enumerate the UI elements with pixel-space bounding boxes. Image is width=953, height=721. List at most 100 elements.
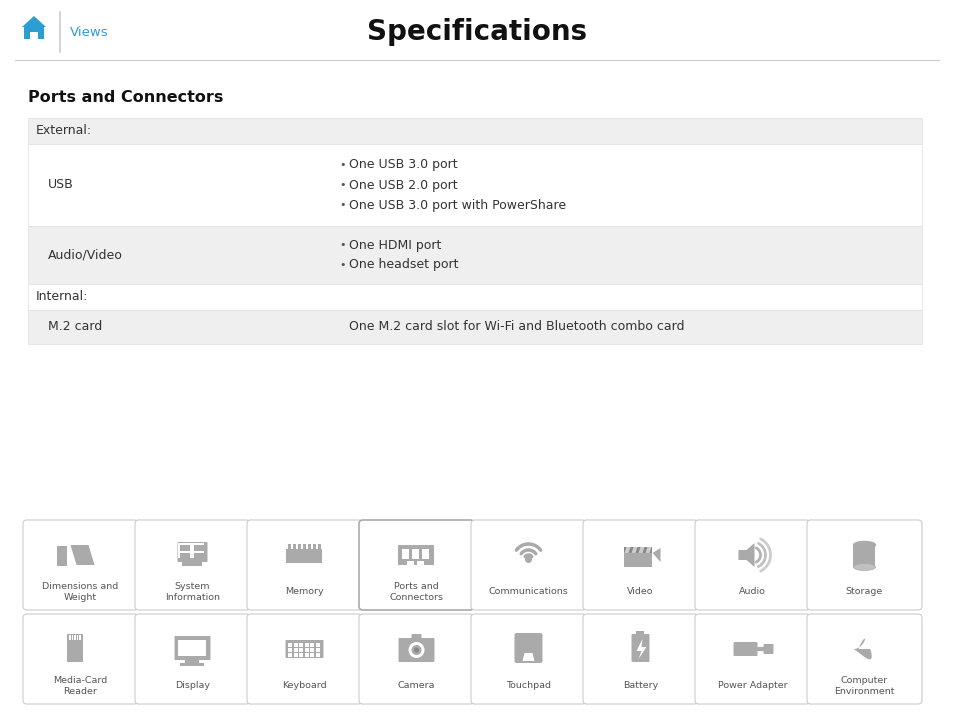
- FancyBboxPatch shape: [582, 614, 698, 704]
- FancyBboxPatch shape: [514, 633, 542, 663]
- Text: Views: Views: [70, 25, 109, 38]
- FancyBboxPatch shape: [30, 32, 38, 39]
- FancyBboxPatch shape: [288, 648, 293, 652]
- Circle shape: [408, 642, 424, 658]
- FancyBboxPatch shape: [286, 549, 322, 563]
- FancyBboxPatch shape: [294, 544, 296, 549]
- Text: Battery: Battery: [622, 681, 658, 691]
- FancyBboxPatch shape: [71, 635, 73, 640]
- Text: One HDMI port: One HDMI port: [349, 239, 441, 252]
- Polygon shape: [631, 547, 637, 553]
- Text: •: •: [338, 200, 345, 211]
- Text: Audio/Video: Audio/Video: [48, 249, 123, 262]
- Text: Touchpad: Touchpad: [505, 681, 551, 691]
- FancyBboxPatch shape: [180, 663, 204, 666]
- Text: External:: External:: [36, 125, 92, 138]
- FancyBboxPatch shape: [310, 643, 314, 647]
- FancyBboxPatch shape: [24, 25, 44, 39]
- Polygon shape: [624, 547, 630, 553]
- FancyBboxPatch shape: [294, 653, 297, 657]
- Text: Camera: Camera: [397, 681, 435, 691]
- FancyBboxPatch shape: [417, 561, 424, 566]
- FancyBboxPatch shape: [23, 614, 138, 704]
- Text: Power Adapter: Power Adapter: [717, 681, 786, 691]
- FancyBboxPatch shape: [28, 144, 921, 226]
- FancyBboxPatch shape: [28, 118, 921, 144]
- FancyBboxPatch shape: [28, 284, 921, 310]
- FancyBboxPatch shape: [806, 614, 921, 704]
- FancyBboxPatch shape: [636, 631, 644, 636]
- FancyBboxPatch shape: [178, 640, 206, 656]
- Ellipse shape: [853, 564, 875, 570]
- FancyBboxPatch shape: [194, 553, 204, 559]
- Polygon shape: [652, 548, 659, 562]
- FancyBboxPatch shape: [695, 614, 809, 704]
- Text: Internal:: Internal:: [36, 291, 89, 304]
- FancyBboxPatch shape: [174, 636, 211, 660]
- FancyBboxPatch shape: [135, 520, 250, 610]
- FancyBboxPatch shape: [624, 547, 652, 567]
- Text: Storage: Storage: [845, 588, 882, 596]
- Polygon shape: [645, 547, 651, 553]
- FancyBboxPatch shape: [314, 544, 316, 549]
- FancyBboxPatch shape: [305, 648, 309, 652]
- FancyBboxPatch shape: [308, 544, 312, 549]
- Text: Memory: Memory: [285, 588, 323, 596]
- FancyBboxPatch shape: [398, 638, 434, 662]
- FancyBboxPatch shape: [288, 653, 293, 657]
- Text: One USB 3.0 port: One USB 3.0 port: [349, 158, 457, 171]
- FancyBboxPatch shape: [177, 542, 208, 562]
- FancyBboxPatch shape: [305, 653, 309, 657]
- FancyBboxPatch shape: [299, 653, 303, 657]
- Polygon shape: [71, 545, 94, 565]
- FancyBboxPatch shape: [285, 640, 323, 658]
- FancyBboxPatch shape: [411, 634, 421, 641]
- Text: System
Information: System Information: [165, 583, 220, 602]
- FancyBboxPatch shape: [247, 520, 361, 610]
- FancyBboxPatch shape: [180, 553, 191, 559]
- Polygon shape: [638, 547, 644, 553]
- FancyBboxPatch shape: [28, 310, 921, 344]
- FancyBboxPatch shape: [185, 659, 199, 663]
- FancyBboxPatch shape: [318, 544, 321, 549]
- FancyBboxPatch shape: [79, 635, 81, 640]
- FancyBboxPatch shape: [315, 653, 319, 657]
- Text: Keyboard: Keyboard: [282, 681, 327, 691]
- FancyBboxPatch shape: [288, 544, 292, 549]
- Text: Specifications: Specifications: [367, 18, 586, 46]
- FancyBboxPatch shape: [180, 545, 191, 551]
- Text: Computer
Environment: Computer Environment: [833, 676, 894, 696]
- FancyBboxPatch shape: [182, 561, 202, 566]
- Text: •: •: [338, 260, 345, 270]
- Text: One USB 2.0 port: One USB 2.0 port: [349, 179, 457, 192]
- Text: Display: Display: [174, 681, 210, 691]
- FancyBboxPatch shape: [310, 653, 314, 657]
- FancyBboxPatch shape: [57, 546, 68, 566]
- Text: •: •: [338, 159, 345, 169]
- Text: One headset port: One headset port: [349, 258, 458, 271]
- FancyBboxPatch shape: [178, 543, 204, 558]
- FancyBboxPatch shape: [68, 634, 84, 662]
- FancyBboxPatch shape: [77, 635, 78, 640]
- FancyBboxPatch shape: [358, 520, 474, 610]
- Ellipse shape: [853, 541, 875, 549]
- FancyBboxPatch shape: [305, 643, 309, 647]
- FancyBboxPatch shape: [74, 635, 76, 640]
- FancyBboxPatch shape: [294, 643, 297, 647]
- FancyBboxPatch shape: [407, 561, 414, 566]
- Circle shape: [414, 647, 418, 653]
- Polygon shape: [22, 16, 46, 27]
- FancyBboxPatch shape: [733, 642, 757, 656]
- Text: •: •: [338, 180, 345, 190]
- Text: Video: Video: [626, 588, 653, 596]
- FancyBboxPatch shape: [412, 549, 419, 559]
- FancyBboxPatch shape: [298, 544, 301, 549]
- FancyBboxPatch shape: [294, 648, 297, 652]
- FancyBboxPatch shape: [315, 643, 319, 647]
- Text: One M.2 card slot for Wi-Fi and Bluetooth combo card: One M.2 card slot for Wi-Fi and Bluetoot…: [349, 321, 684, 334]
- FancyBboxPatch shape: [422, 549, 429, 559]
- Text: USB: USB: [48, 179, 73, 192]
- FancyBboxPatch shape: [582, 520, 698, 610]
- FancyBboxPatch shape: [299, 643, 303, 647]
- Polygon shape: [853, 639, 871, 660]
